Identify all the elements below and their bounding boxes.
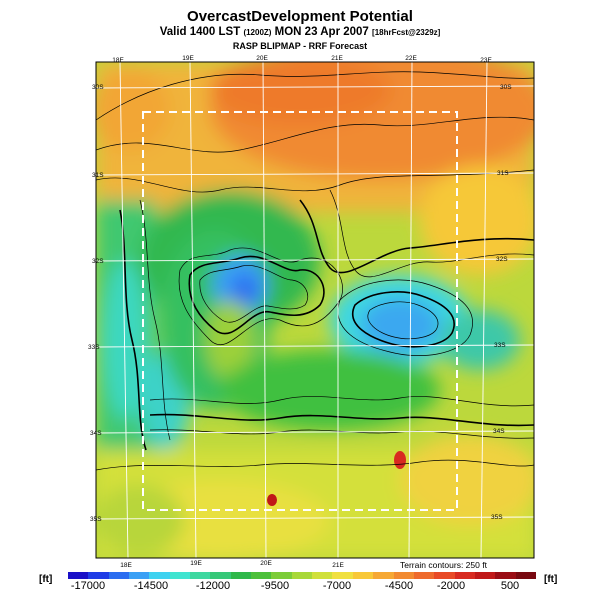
lon-label-bottom-20e: 20E — [260, 560, 272, 567]
color-field — [96, 62, 534, 558]
color-scale-swatch — [434, 572, 455, 579]
lat-label-left-33s: 33S — [88, 344, 100, 351]
grid-line — [95, 430, 535, 434]
valid-time-line: Valid 1400 LST (1200Z) MON 23 Apr 2007 [… — [0, 26, 600, 38]
lon-label-top-23e: 23E — [480, 57, 492, 64]
lon-label-bottom-21e: 21E — [332, 562, 344, 569]
lon-label-bottom-18e: 18E — [120, 562, 132, 569]
color-scale-swatch — [312, 572, 333, 579]
lat-label-left-35s: 35S — [90, 516, 102, 523]
map-subtitle: RASP BLIPMAP - RRF Forecast — [232, 41, 368, 51]
legend-unit-left: [ft] — [39, 574, 53, 585]
legend-tick: 500 — [500, 580, 520, 592]
color-scale-swatch — [352, 572, 374, 579]
terrain-contours — [96, 71, 534, 471]
legend-tick: -4500 — [384, 580, 414, 592]
lat-label-right-31s: 31S — [497, 170, 509, 177]
color-scale-swatch — [393, 572, 414, 579]
color-scale-swatch — [454, 572, 475, 579]
legend-tick: -17000 — [70, 580, 106, 592]
legend-unit-right: [ft] — [544, 574, 558, 585]
lat-label-right-30s: 30S — [500, 84, 512, 91]
lat-label-right-34s: 34S — [493, 428, 505, 435]
lat-label-right-33s: 33S — [494, 342, 506, 349]
valid-date: MON 23 Apr 2007 — [274, 26, 369, 38]
lon-label-top-22e: 22E — [405, 55, 417, 62]
inner-domain-box — [142, 111, 458, 511]
terrain-contours-note: Terrain contours: 250 ft — [400, 560, 487, 570]
map-title: OvercastDevelopment Potential — [187, 8, 413, 25]
map-border — [95, 61, 535, 559]
color-scale-swatch — [210, 572, 231, 579]
color-scale-swatch — [230, 572, 252, 579]
legend-tick: -12000 — [195, 580, 231, 592]
grid-line — [262, 61, 267, 559]
color-scale-swatch — [474, 572, 496, 579]
legend-tick: -2000 — [436, 580, 466, 592]
lon-label-top-18e: 18E — [112, 57, 124, 64]
lat-label-right-32s: 32S — [496, 256, 508, 263]
lon-label-bottom-19e: 19E — [190, 560, 202, 567]
color-scale-bar — [68, 572, 536, 579]
lon-label-top-19e: 19E — [182, 55, 194, 62]
lat-label-left-34s: 34S — [90, 430, 102, 437]
color-scale-swatch — [129, 572, 150, 579]
legend-tick: -9500 — [260, 580, 290, 592]
lon-label-top-20e: 20E — [256, 55, 268, 62]
color-scale-swatch — [291, 572, 313, 579]
color-scale-swatch — [190, 572, 211, 579]
legend-tick: -7000 — [322, 580, 352, 592]
forecast-note: [18hrFcst@2329z] — [372, 28, 441, 37]
color-scale-swatch — [495, 572, 516, 579]
color-scale-swatch — [88, 572, 109, 579]
grid-line — [95, 258, 535, 262]
color-scale-swatch — [332, 572, 353, 579]
color-scale-swatch — [68, 572, 89, 579]
grid-line — [95, 85, 535, 89]
color-scale-swatch — [271, 572, 292, 579]
grid-line — [480, 61, 488, 559]
color-scale-swatch — [251, 572, 272, 579]
grid-line — [119, 61, 129, 559]
lat-label-right-35s: 35S — [491, 514, 503, 521]
grid-line — [95, 516, 535, 520]
color-scale-swatch — [108, 572, 130, 579]
valid-prefix: Valid 1400 LST — [159, 26, 241, 38]
color-scale-swatch — [373, 572, 394, 579]
color-scale-swatch — [515, 572, 536, 579]
color-scale-swatch — [413, 572, 435, 579]
lat-label-left-31s: 31S — [92, 172, 104, 179]
grid-line — [408, 61, 413, 559]
lon-label-top-21e: 21E — [331, 55, 343, 62]
valid-utc: (1200Z) — [243, 28, 272, 37]
color-scale-swatch — [149, 572, 170, 579]
lat-label-left-30s: 30S — [92, 84, 104, 91]
color-scale-swatch — [169, 572, 191, 579]
grid-line — [95, 172, 535, 176]
grid-line — [189, 61, 197, 559]
legend-tick: -14500 — [133, 580, 169, 592]
grid-line — [95, 344, 535, 348]
lat-lon-grid — [95, 61, 535, 559]
lat-label-left-32s: 32S — [92, 258, 104, 265]
